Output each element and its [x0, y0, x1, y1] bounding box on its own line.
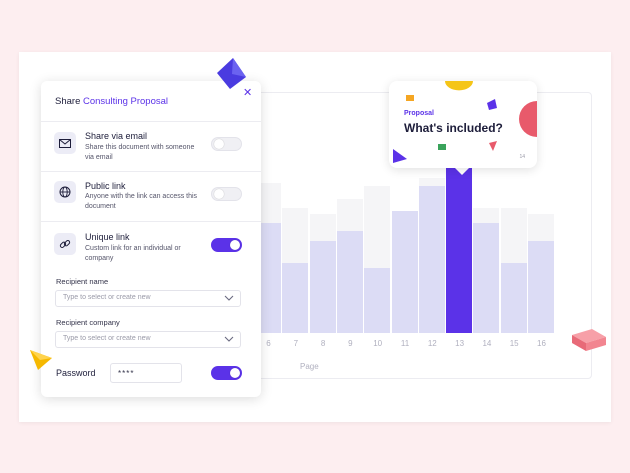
mail-icon	[54, 132, 76, 154]
unique-link-toggle[interactable]	[211, 238, 242, 252]
bar-page-16[interactable]	[528, 241, 554, 333]
option-share-email[interactable]: Share via email Share this document with…	[41, 121, 261, 171]
x-tick-label: 9	[348, 339, 353, 348]
bar-page-13[interactable]	[446, 166, 473, 333]
password-label: Password	[56, 368, 96, 378]
close-icon[interactable]: ✕	[243, 87, 253, 99]
chart-x-axis-label: Page	[300, 362, 319, 371]
password-toggle[interactable]	[211, 366, 242, 380]
option-description: Custom link for an individual or company	[85, 245, 181, 262]
bar-page-11[interactable]	[391, 211, 418, 333]
link-icon	[54, 233, 76, 255]
preview-pointer	[454, 167, 470, 175]
recipient-company-label: Recipient company	[56, 318, 120, 327]
bar-page-10[interactable]	[364, 267, 391, 333]
chevron-down-icon	[224, 336, 234, 342]
recipient-company-select[interactable]	[55, 331, 241, 348]
bar-page-12[interactable]	[418, 186, 445, 333]
yellow-gem-decoration	[30, 350, 52, 370]
chevron-down-icon	[224, 295, 234, 301]
title-prefix: Share	[55, 96, 81, 107]
bar-page-14[interactable]	[473, 222, 500, 333]
document-name: Consulting Proposal	[83, 96, 169, 107]
blue-gem-decoration	[217, 58, 246, 89]
pink-block-decoration	[572, 329, 606, 351]
share-panel-header: Share Consulting Proposal ✕	[41, 81, 261, 119]
option-title: Share via email	[85, 131, 148, 141]
option-description: Anyone with the link can access this doc…	[85, 193, 198, 210]
x-tick-label: 12	[427, 339, 437, 348]
password-input[interactable]: ****	[110, 363, 182, 383]
x-tick-label: 15	[509, 339, 519, 348]
recipient-name-label: Recipient name	[56, 277, 109, 286]
x-tick-label: 11	[400, 339, 410, 348]
recipient-name-select[interactable]	[55, 290, 241, 307]
bar-page-7[interactable]	[282, 262, 309, 333]
x-tick-label: 8	[320, 339, 326, 348]
option-unique-link[interactable]: Unique link Custom link for an individua…	[41, 221, 261, 397]
password-value: ****	[118, 369, 135, 378]
x-tick-label: 7	[293, 339, 299, 348]
preview-heading: What's included?	[404, 121, 503, 135]
x-tick-label: 6	[266, 339, 271, 348]
x-tick-label: 16	[537, 339, 546, 348]
preview-eyebrow: Proposal	[404, 110, 434, 117]
option-description: Share this document with someone via ema…	[85, 144, 195, 161]
bar-page-8[interactable]	[309, 241, 336, 333]
x-tick-label: 10	[373, 339, 383, 348]
option-public-link[interactable]: Public link Anyone with the link can acc…	[41, 171, 261, 221]
share-panel-title: Share Consulting Proposal	[55, 96, 168, 107]
share-panel: Share Consulting Proposal ✕ Share via em…	[41, 81, 261, 397]
bar-page-9[interactable]	[336, 231, 363, 333]
option-title: Unique link	[85, 232, 130, 242]
email-toggle[interactable]	[211, 137, 242, 151]
x-tick-label: 14	[482, 339, 492, 348]
x-tick-label: 13	[455, 339, 465, 348]
preview-decoration	[393, 81, 537, 163]
page-preview-card[interactable]: Proposal What's included? 14	[389, 81, 537, 168]
bar-page-15[interactable]	[500, 262, 527, 333]
recipient-company-input[interactable]	[63, 335, 213, 342]
recipient-name-input[interactable]	[63, 294, 213, 301]
option-title: Public link	[85, 181, 126, 191]
public-link-toggle[interactable]	[211, 187, 242, 201]
preview-page-number: 14	[519, 154, 525, 160]
globe-icon	[54, 181, 76, 203]
